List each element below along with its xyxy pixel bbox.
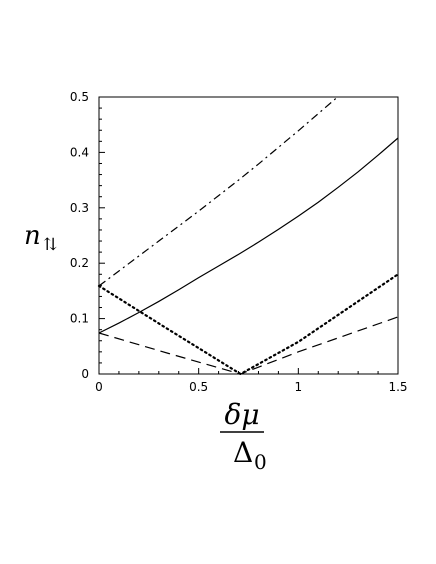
y-axis-label-symbol: n (24, 221, 41, 251)
y-tick-label: 0.3 (70, 201, 89, 215)
y-tick-label: 0.1 (70, 312, 89, 326)
y-tick-label: 0 (81, 367, 89, 381)
x-tick-label: 0.5 (189, 380, 208, 394)
y-tick-label: 0.2 (70, 256, 89, 270)
series-line-solid (98, 137, 399, 334)
x-axis-label-denominator: Δ (233, 436, 253, 469)
x-tick-label: 0 (95, 380, 103, 394)
series-layer (97, 95, 400, 376)
y-axis-label-subscript: ⇅ (43, 235, 57, 255)
series-line-dashdot (98, 95, 339, 287)
x-tick-label: 1 (295, 380, 303, 394)
x-tick-label: 1.5 (388, 380, 407, 394)
x-axis-label-numerator: δμ (224, 398, 259, 431)
series-line-dotted (97, 273, 400, 376)
ticks-layer: 0 0.5 1 1.5 0 0.1 0.2 0.3 0.4 0.5 (70, 90, 408, 394)
series-line-dashed (98, 316, 399, 375)
y-tick-label: 0.4 (70, 145, 89, 159)
plot-frame (98, 96, 399, 375)
x-axis-label-denominator-subscript: 0 (254, 450, 267, 474)
y-tick-label: 0.5 (70, 90, 89, 104)
